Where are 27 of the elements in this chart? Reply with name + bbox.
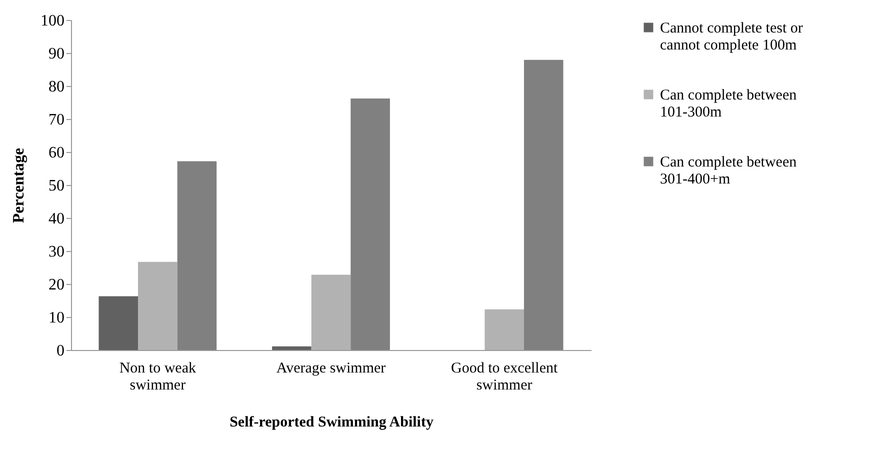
y-tick-label: 20 bbox=[48, 276, 64, 294]
bar bbox=[138, 262, 178, 350]
x-axis-title: Self-reported Swimming Ability bbox=[230, 414, 434, 430]
x-tick-label: Non to weak swimmer bbox=[119, 360, 196, 394]
bar bbox=[177, 161, 217, 350]
y-axis-title: Percentage bbox=[10, 148, 28, 224]
bar bbox=[311, 274, 351, 350]
y-tick-label: 100 bbox=[40, 12, 64, 30]
bar bbox=[524, 60, 564, 350]
bar bbox=[484, 309, 524, 350]
y-tick-label: 60 bbox=[48, 144, 64, 162]
x-tick-label: Average swimmer bbox=[276, 360, 386, 376]
legend-label: Cannot complete test or cannot complete 100m bbox=[660, 20, 803, 54]
y-tick-label: 30 bbox=[48, 244, 64, 260]
bar bbox=[350, 98, 390, 350]
y-tick-label: 70 bbox=[48, 112, 64, 128]
legend-label: Can complete between 301-400+m bbox=[660, 154, 798, 188]
y-tick-label: 50 bbox=[48, 178, 64, 194]
y-tick-label: 40 bbox=[48, 210, 64, 228]
y-tick-label: 10 bbox=[48, 310, 64, 326]
bar bbox=[272, 346, 312, 350]
x-tick-label: Good to excellent swimmer bbox=[451, 360, 558, 394]
legend-label: Can complete between 101-300m bbox=[660, 88, 798, 120]
y-tick-label: 0 bbox=[56, 342, 64, 360]
y-tick-label: 80 bbox=[48, 78, 64, 96]
y-tick-label: 90 bbox=[48, 46, 64, 62]
bar bbox=[98, 296, 138, 350]
